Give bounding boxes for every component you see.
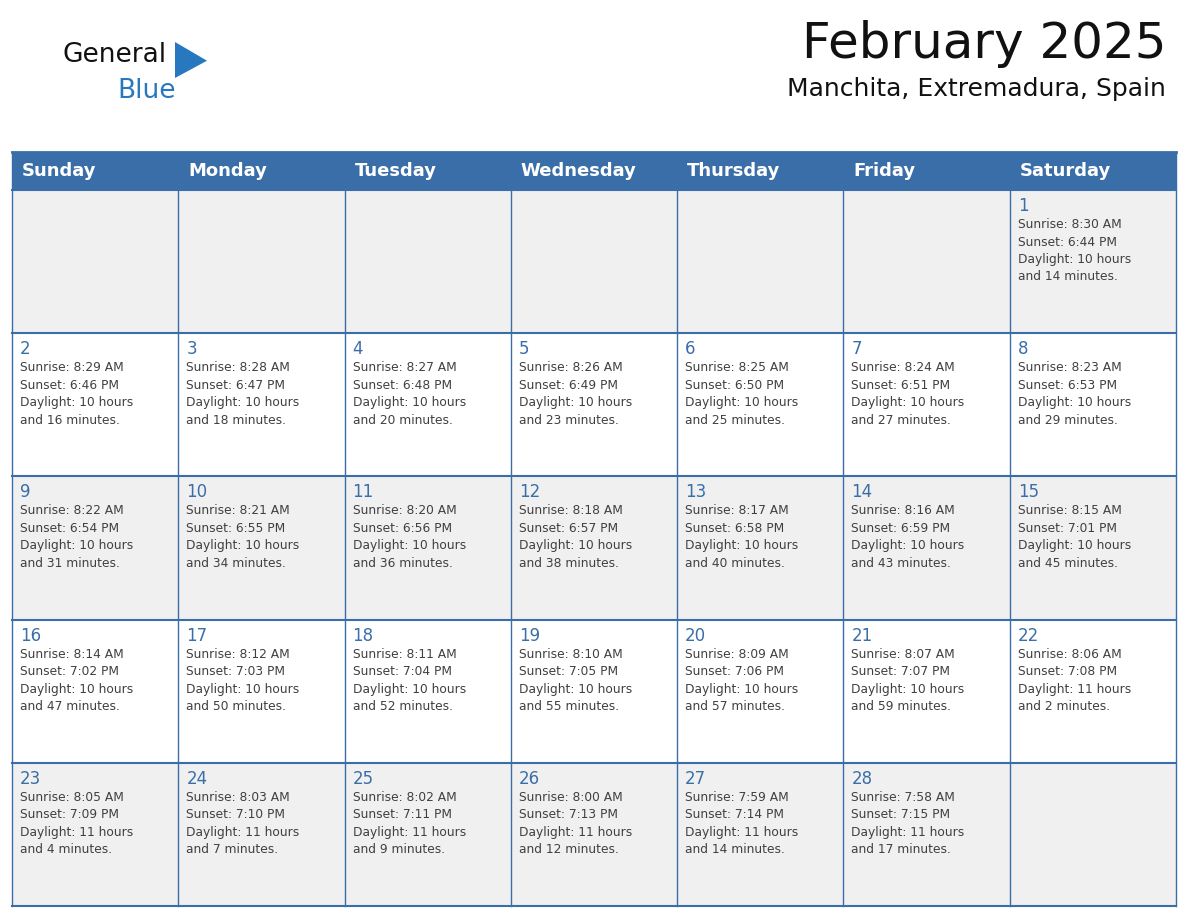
Text: Friday: Friday — [853, 162, 916, 180]
Text: 16: 16 — [20, 627, 42, 644]
Text: 24: 24 — [187, 770, 208, 788]
Text: Sunrise: 7:58 AM
Sunset: 7:15 PM
Daylight: 11 hours
and 17 minutes.: Sunrise: 7:58 AM Sunset: 7:15 PM Dayligh… — [852, 790, 965, 856]
Text: 28: 28 — [852, 770, 872, 788]
Text: 6: 6 — [685, 341, 696, 358]
Text: Monday: Monday — [188, 162, 267, 180]
Text: 5: 5 — [519, 341, 530, 358]
Text: Sunrise: 8:20 AM
Sunset: 6:56 PM
Daylight: 10 hours
and 36 minutes.: Sunrise: 8:20 AM Sunset: 6:56 PM Dayligh… — [353, 504, 466, 570]
Text: Sunrise: 8:07 AM
Sunset: 7:07 PM
Daylight: 10 hours
and 59 minutes.: Sunrise: 8:07 AM Sunset: 7:07 PM Dayligh… — [852, 647, 965, 713]
Text: Saturday: Saturday — [1019, 162, 1111, 180]
Text: 4: 4 — [353, 341, 364, 358]
Text: Sunrise: 8:02 AM
Sunset: 7:11 PM
Daylight: 11 hours
and 9 minutes.: Sunrise: 8:02 AM Sunset: 7:11 PM Dayligh… — [353, 790, 466, 856]
Text: Sunrise: 8:26 AM
Sunset: 6:49 PM
Daylight: 10 hours
and 23 minutes.: Sunrise: 8:26 AM Sunset: 6:49 PM Dayligh… — [519, 361, 632, 427]
Text: Sunrise: 8:23 AM
Sunset: 6:53 PM
Daylight: 10 hours
and 29 minutes.: Sunrise: 8:23 AM Sunset: 6:53 PM Dayligh… — [1018, 361, 1131, 427]
Text: Sunrise: 8:14 AM
Sunset: 7:02 PM
Daylight: 10 hours
and 47 minutes.: Sunrise: 8:14 AM Sunset: 7:02 PM Dayligh… — [20, 647, 133, 713]
Text: Sunrise: 8:17 AM
Sunset: 6:58 PM
Daylight: 10 hours
and 40 minutes.: Sunrise: 8:17 AM Sunset: 6:58 PM Dayligh… — [685, 504, 798, 570]
Bar — [12, 152, 1176, 190]
Text: 11: 11 — [353, 484, 374, 501]
Text: 19: 19 — [519, 627, 541, 644]
Text: Sunrise: 8:11 AM
Sunset: 7:04 PM
Daylight: 10 hours
and 52 minutes.: Sunrise: 8:11 AM Sunset: 7:04 PM Dayligh… — [353, 647, 466, 713]
Bar — [12, 190, 1176, 333]
Text: Sunrise: 8:22 AM
Sunset: 6:54 PM
Daylight: 10 hours
and 31 minutes.: Sunrise: 8:22 AM Sunset: 6:54 PM Dayligh… — [20, 504, 133, 570]
Text: Sunrise: 8:10 AM
Sunset: 7:05 PM
Daylight: 10 hours
and 55 minutes.: Sunrise: 8:10 AM Sunset: 7:05 PM Dayligh… — [519, 647, 632, 713]
Text: Wednesday: Wednesday — [520, 162, 637, 180]
Text: Sunrise: 8:05 AM
Sunset: 7:09 PM
Daylight: 11 hours
and 4 minutes.: Sunrise: 8:05 AM Sunset: 7:09 PM Dayligh… — [20, 790, 133, 856]
Text: 25: 25 — [353, 770, 374, 788]
Text: Sunrise: 8:25 AM
Sunset: 6:50 PM
Daylight: 10 hours
and 25 minutes.: Sunrise: 8:25 AM Sunset: 6:50 PM Dayligh… — [685, 361, 798, 427]
Text: Sunrise: 8:00 AM
Sunset: 7:13 PM
Daylight: 11 hours
and 12 minutes.: Sunrise: 8:00 AM Sunset: 7:13 PM Dayligh… — [519, 790, 632, 856]
Bar — [12, 333, 1176, 476]
Text: Manchita, Extremadura, Spain: Manchita, Extremadura, Spain — [788, 77, 1165, 101]
Text: Sunrise: 7:59 AM
Sunset: 7:14 PM
Daylight: 11 hours
and 14 minutes.: Sunrise: 7:59 AM Sunset: 7:14 PM Dayligh… — [685, 790, 798, 856]
Text: Sunrise: 8:30 AM
Sunset: 6:44 PM
Daylight: 10 hours
and 14 minutes.: Sunrise: 8:30 AM Sunset: 6:44 PM Dayligh… — [1018, 218, 1131, 284]
Text: 13: 13 — [685, 484, 707, 501]
Text: Thursday: Thursday — [687, 162, 781, 180]
Text: 20: 20 — [685, 627, 707, 644]
Text: 10: 10 — [187, 484, 208, 501]
Text: Sunrise: 8:03 AM
Sunset: 7:10 PM
Daylight: 11 hours
and 7 minutes.: Sunrise: 8:03 AM Sunset: 7:10 PM Dayligh… — [187, 790, 299, 856]
Text: 23: 23 — [20, 770, 42, 788]
Text: Blue: Blue — [116, 78, 176, 104]
Bar — [12, 476, 1176, 620]
Text: 1: 1 — [1018, 197, 1029, 215]
Text: 8: 8 — [1018, 341, 1029, 358]
Bar — [12, 620, 1176, 763]
Text: Sunrise: 8:06 AM
Sunset: 7:08 PM
Daylight: 11 hours
and 2 minutes.: Sunrise: 8:06 AM Sunset: 7:08 PM Dayligh… — [1018, 647, 1131, 713]
Text: Tuesday: Tuesday — [354, 162, 436, 180]
Text: 12: 12 — [519, 484, 541, 501]
Text: Sunday: Sunday — [23, 162, 96, 180]
Text: Sunrise: 8:15 AM
Sunset: 7:01 PM
Daylight: 10 hours
and 45 minutes.: Sunrise: 8:15 AM Sunset: 7:01 PM Dayligh… — [1018, 504, 1131, 570]
Text: February 2025: February 2025 — [802, 20, 1165, 68]
Bar — [12, 763, 1176, 906]
Text: Sunrise: 8:09 AM
Sunset: 7:06 PM
Daylight: 10 hours
and 57 minutes.: Sunrise: 8:09 AM Sunset: 7:06 PM Dayligh… — [685, 647, 798, 713]
Text: Sunrise: 8:27 AM
Sunset: 6:48 PM
Daylight: 10 hours
and 20 minutes.: Sunrise: 8:27 AM Sunset: 6:48 PM Dayligh… — [353, 361, 466, 427]
Text: 17: 17 — [187, 627, 208, 644]
Text: 22: 22 — [1018, 627, 1040, 644]
Text: 9: 9 — [20, 484, 31, 501]
Text: Sunrise: 8:18 AM
Sunset: 6:57 PM
Daylight: 10 hours
and 38 minutes.: Sunrise: 8:18 AM Sunset: 6:57 PM Dayligh… — [519, 504, 632, 570]
Text: 2: 2 — [20, 341, 31, 358]
Text: Sunrise: 8:29 AM
Sunset: 6:46 PM
Daylight: 10 hours
and 16 minutes.: Sunrise: 8:29 AM Sunset: 6:46 PM Dayligh… — [20, 361, 133, 427]
Text: 27: 27 — [685, 770, 707, 788]
Polygon shape — [175, 42, 207, 78]
Text: 7: 7 — [852, 341, 862, 358]
Text: 18: 18 — [353, 627, 374, 644]
Text: 21: 21 — [852, 627, 873, 644]
Text: Sunrise: 8:24 AM
Sunset: 6:51 PM
Daylight: 10 hours
and 27 minutes.: Sunrise: 8:24 AM Sunset: 6:51 PM Dayligh… — [852, 361, 965, 427]
Text: 26: 26 — [519, 770, 541, 788]
Text: Sunrise: 8:12 AM
Sunset: 7:03 PM
Daylight: 10 hours
and 50 minutes.: Sunrise: 8:12 AM Sunset: 7:03 PM Dayligh… — [187, 647, 299, 713]
Text: 14: 14 — [852, 484, 872, 501]
Text: 15: 15 — [1018, 484, 1038, 501]
Text: 3: 3 — [187, 341, 197, 358]
Text: Sunrise: 8:16 AM
Sunset: 6:59 PM
Daylight: 10 hours
and 43 minutes.: Sunrise: 8:16 AM Sunset: 6:59 PM Dayligh… — [852, 504, 965, 570]
Text: General: General — [62, 42, 166, 68]
Text: Sunrise: 8:28 AM
Sunset: 6:47 PM
Daylight: 10 hours
and 18 minutes.: Sunrise: 8:28 AM Sunset: 6:47 PM Dayligh… — [187, 361, 299, 427]
Text: Sunrise: 8:21 AM
Sunset: 6:55 PM
Daylight: 10 hours
and 34 minutes.: Sunrise: 8:21 AM Sunset: 6:55 PM Dayligh… — [187, 504, 299, 570]
